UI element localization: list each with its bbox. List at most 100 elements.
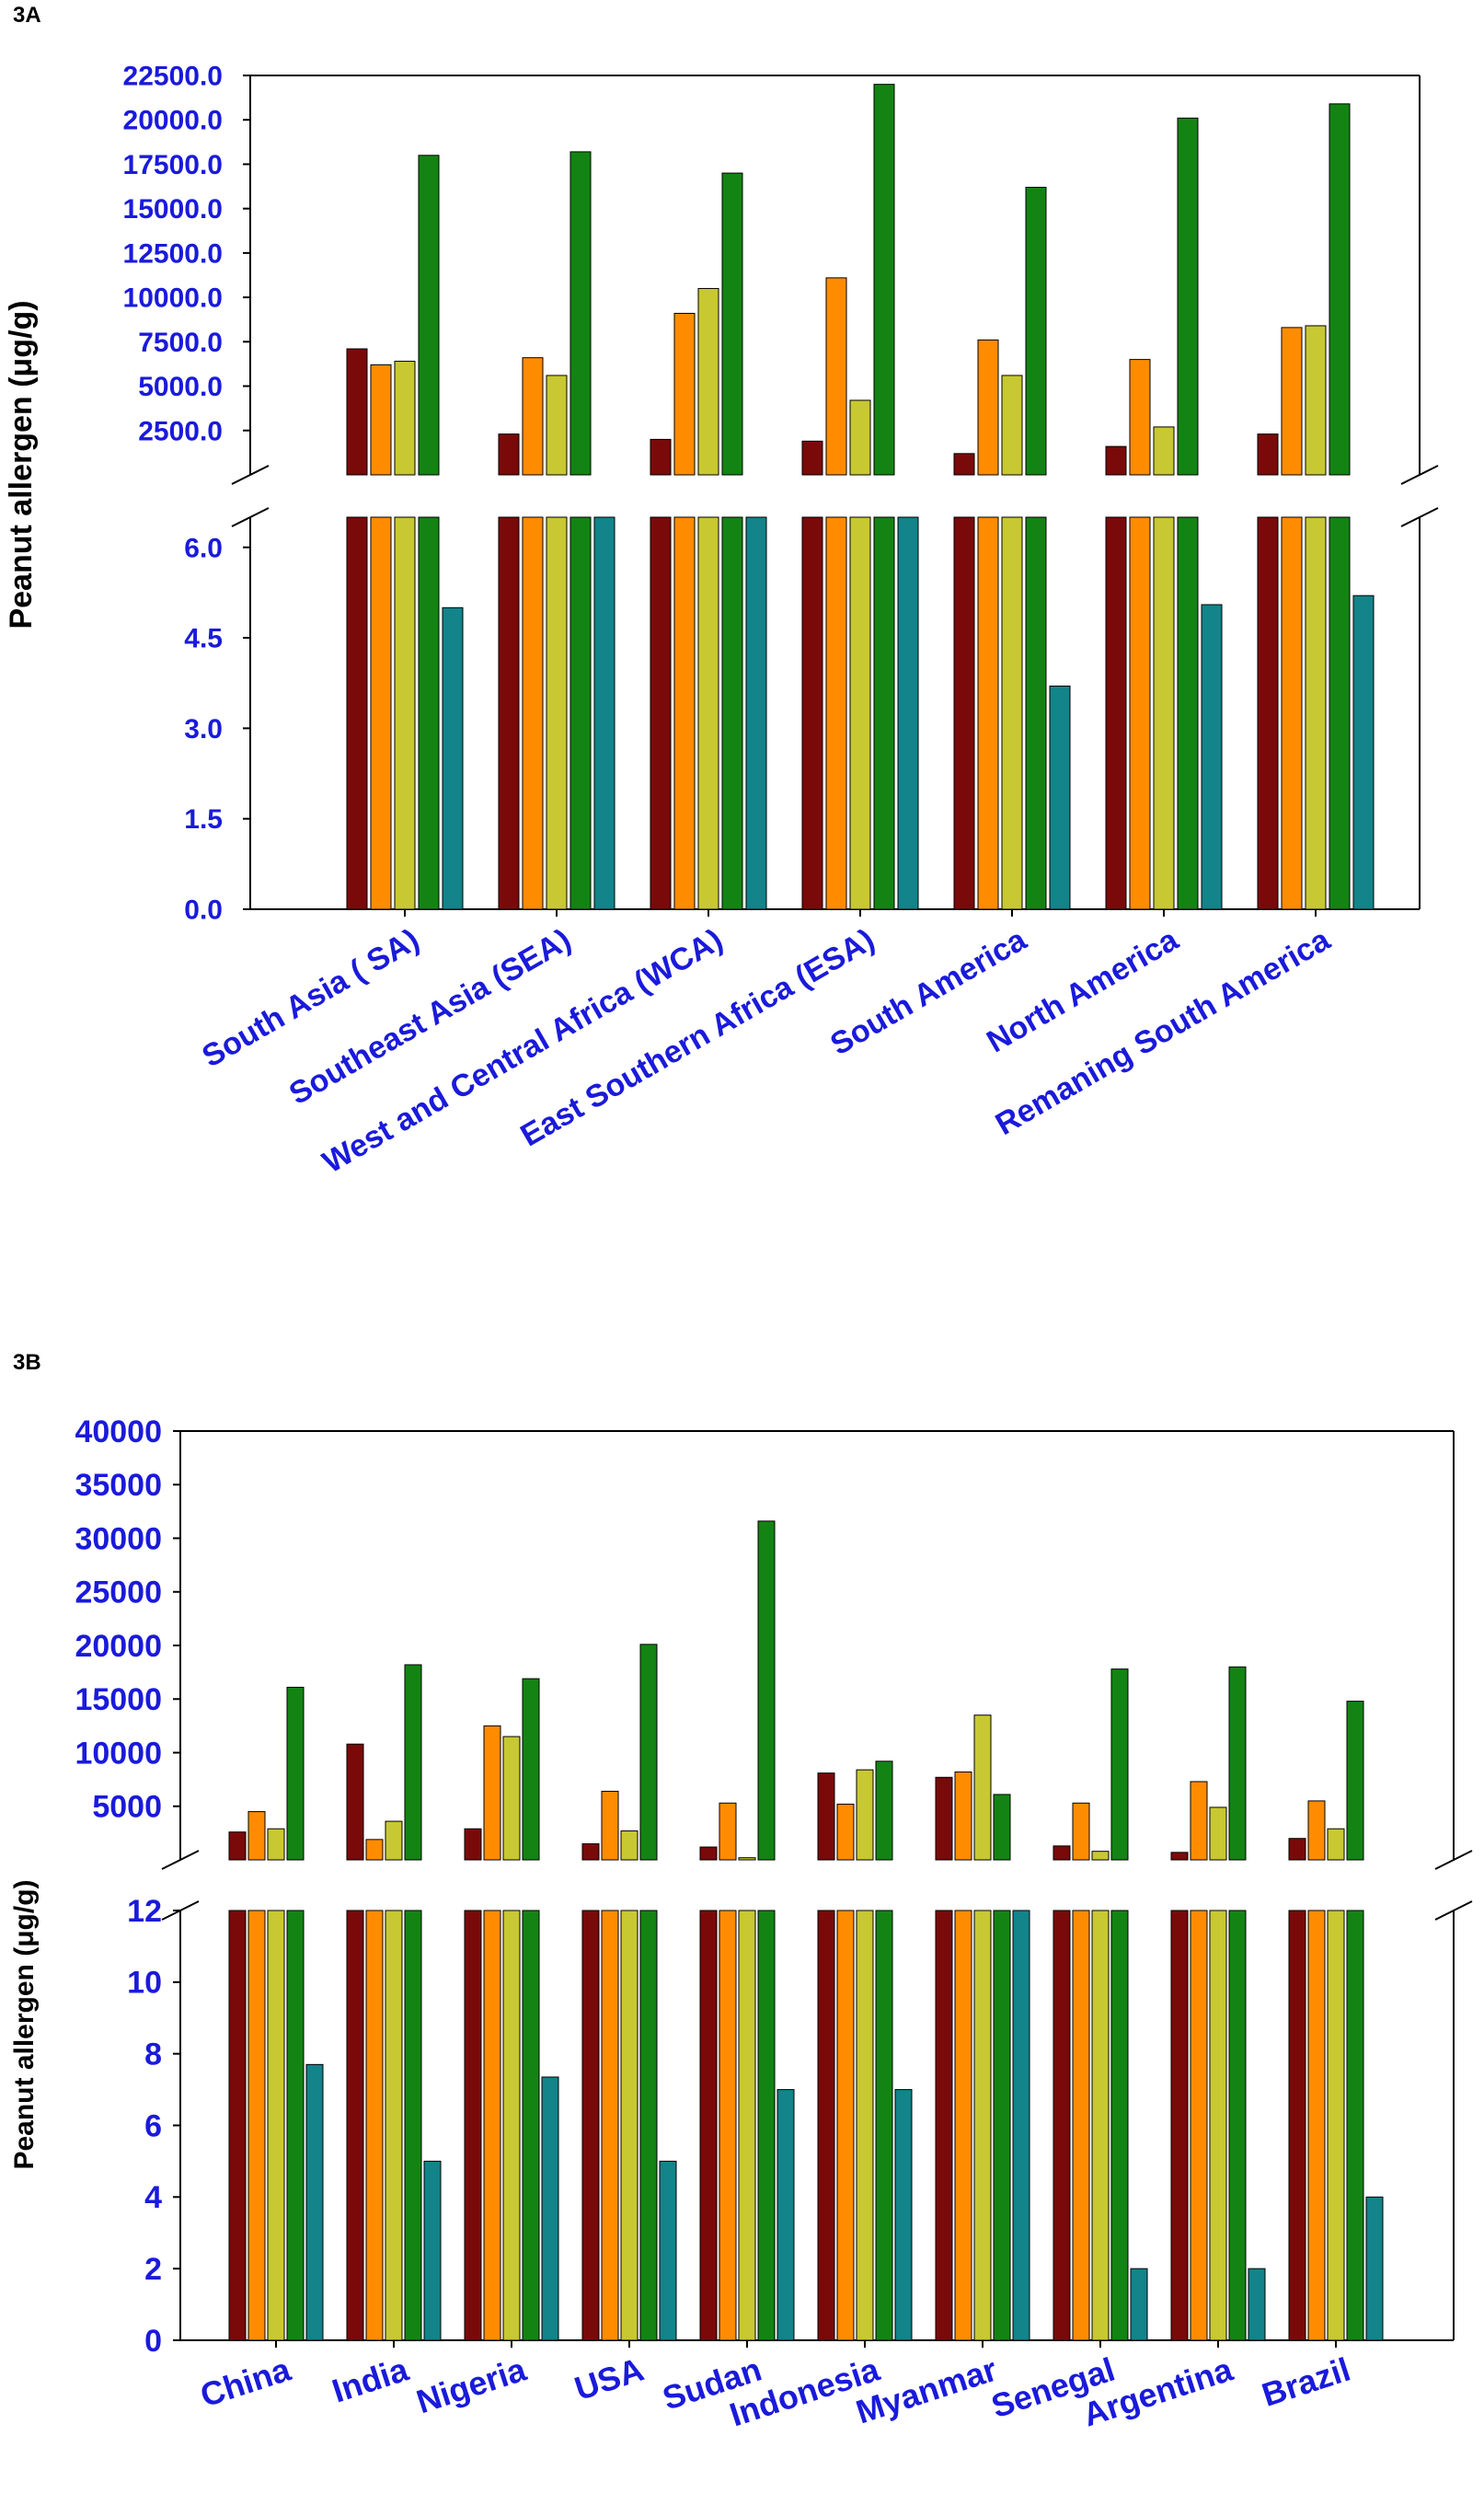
bar-upper-series-3 [385,1820,403,1861]
bar-lower-series-3 [1153,516,1175,910]
bar-upper-series-1 [801,440,823,476]
y-tick-label: 1.5 [184,804,223,835]
axis-break-gap [1452,1862,1455,1909]
panel-3a-axis-breaks [231,465,1439,527]
bar-lower-series-3 [849,516,871,910]
bar-lower-series-3 [620,1910,638,2341]
bar-upper-series-3 [1327,1828,1345,1861]
bar-lower-series-2 [719,1910,737,2341]
bar-upper-series-2 [365,1839,384,1861]
y-tick-label: 35000 [75,1468,162,1503]
panel-3b-axis-breaks [161,1850,1473,1921]
y-tick-label: 6.0 [184,533,223,563]
bar-upper-series-2 [1281,327,1303,476]
bar-upper-series-3 [1305,325,1327,476]
y-tick-label: 2 [144,2252,162,2287]
bar-upper-series-1 [650,438,672,476]
bar-upper-series-2 [825,277,847,476]
bar-lower-series-1 [1105,516,1127,910]
bar-upper-series-3 [394,361,416,476]
bar-lower-series-4 [569,516,592,910]
bar-upper-series-3 [697,287,719,476]
bar-series-5 [1130,2268,1148,2341]
bar-lower-series-4 [875,1910,893,2341]
bar-lower-series-4 [1346,1910,1364,2341]
bar-upper-series-1 [1170,1852,1189,1861]
bar-lower-series-3 [394,516,416,910]
bar-upper-series-3 [1091,1851,1110,1861]
bar-lower-series-2 [522,516,544,910]
bar-lower-series-2 [483,1910,501,2341]
y-tick-label: 6 [144,2108,162,2143]
bar-lower-series-3 [1305,516,1327,910]
bar-upper-series-1 [699,1846,718,1861]
bar-lower-series-3 [267,1910,285,2341]
bar-upper-series-2 [522,357,544,476]
axis-break-gap [1418,477,1421,515]
bar-upper-series-1 [1288,1838,1306,1861]
panel-3a-upper-frame [249,75,1421,475]
bar-upper-series-1 [1257,433,1279,476]
panel-3b-y-axis-label: Peanut allergen (μg/g) [9,1879,40,2169]
bar-series-5 [593,516,615,910]
bar-upper-series-4 [993,1794,1011,1861]
bar-upper-series-4 [757,1520,776,1861]
bar-upper-series-1 [228,1831,247,1861]
category-label: India [328,2349,413,2409]
bar-upper-series-2 [1307,1800,1326,1861]
y-tick-label: 30000 [75,1521,162,1556]
y-tick-label: 0.0 [184,895,223,926]
bar-upper-series-4 [1110,1668,1129,1861]
bar-lower-series-4 [639,1910,658,2341]
category-label: Southeast Asia (SEA) [283,922,577,1112]
bar-series-5 [777,2089,795,2341]
bar-lower-series-4 [418,516,440,910]
y-tick-label: 10 [127,1966,162,2001]
y-tick-label: 25000 [75,1576,162,1610]
bar-upper-series-4 [569,151,592,476]
bar-upper-series-4 [418,155,440,476]
y-tick-label: 3.0 [184,714,223,745]
bar-series-5 [1352,595,1375,910]
bar-lower-series-1 [817,1910,835,2341]
bar-upper-series-1 [346,1743,364,1861]
bar-lower-series-3 [973,1910,992,2341]
bar-lower-series-3 [1209,1910,1227,2341]
bar-lower-series-1 [1170,1910,1189,2341]
bar-lower-series-3 [385,1910,403,2341]
bar-lower-series-1 [346,516,368,910]
bar-upper-series-3 [267,1828,285,1861]
bar-lower-series-2 [1190,1910,1208,2341]
axis-break-mark [161,1900,200,1921]
y-tick-label: 15000 [75,1682,162,1717]
bar-lower-series-3 [697,516,719,910]
bar-upper-series-4 [1329,103,1351,476]
bar-upper-series-3 [1209,1807,1227,1861]
axis-break-mark [231,507,270,527]
axis-break-mark [231,465,270,485]
bar-lower-series-4 [522,1910,540,2341]
panel-3b: 3B 5000 10000 15000 20000 25000 30000 35000 400… [9,1350,1473,2434]
bar-lower-series-2 [1307,1910,1326,2341]
bar-upper-series-4 [404,1664,422,1861]
bar-lower-series-3 [1327,1910,1345,2341]
bar-upper-series-1 [953,453,975,476]
bar-upper-series-2 [247,1811,266,1861]
y-tick-label: 17500.0 [123,150,223,180]
axis-break-mark [1434,1850,1473,1870]
bar-lower-series-1 [1288,1910,1306,2341]
axis-break-mark [1400,465,1439,485]
bar-upper-series-2 [1190,1781,1208,1861]
panel-3b-y-ticks: 5000 10000 15000 20000 25000 30000 35000 40000 0… [75,1414,180,2359]
bar-lower-series-2 [954,1910,972,2341]
bar-upper-series-1 [935,1776,953,1861]
bar-upper-series-4 [1177,117,1199,476]
panel-label-3a: 3A [13,3,41,28]
y-tick-label: 12 [127,1894,162,1929]
axis-break-gap [178,1862,182,1909]
bar-upper-series-1 [1105,445,1127,476]
category-label: Brazil [1258,2350,1355,2414]
bar-upper-series-2 [836,1803,855,1861]
bar-upper-series-3 [1153,426,1175,476]
bar-upper-series-4 [1228,1666,1247,1861]
